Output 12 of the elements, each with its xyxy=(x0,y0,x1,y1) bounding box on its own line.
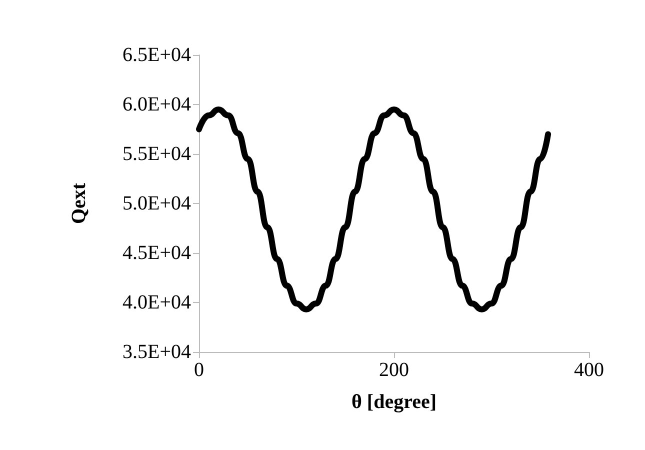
y-tick-label: 6.0E+04 xyxy=(122,94,191,116)
y-tick-label: 3.5E+04 xyxy=(122,341,191,363)
y-tick-label: 5.5E+04 xyxy=(122,143,191,165)
x-tick-label: 0 xyxy=(194,359,204,381)
x-tick-label: 200 xyxy=(379,359,409,381)
y-axis-title: Qext xyxy=(68,182,90,224)
x-axis-title: θ [degree] xyxy=(351,391,437,413)
y-tick-label: 4.5E+04 xyxy=(122,242,191,264)
y-tick-label: 4.0E+04 xyxy=(122,292,191,314)
x-tick-label: 400 xyxy=(574,359,604,381)
y-tick-label: 6.5E+04 xyxy=(122,44,191,66)
y-tick-label: 5.0E+04 xyxy=(122,192,191,214)
